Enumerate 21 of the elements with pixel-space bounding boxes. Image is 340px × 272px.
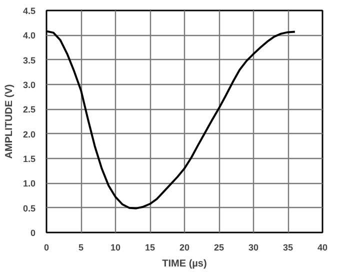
y-tick-label: 0 — [30, 228, 36, 238]
y-tick-label: 2.5 — [22, 104, 36, 115]
x-tick-label: 40 — [317, 242, 328, 252]
y-tick-label: 4.5 — [22, 6, 36, 16]
x-tick-label: 5 — [78, 242, 84, 252]
y-tick-label: 2.0 — [22, 129, 36, 140]
y-tick-label: 1.5 — [22, 154, 36, 164]
y-tick-label: 0.5 — [22, 203, 36, 214]
x-tick-label: 15 — [144, 242, 156, 252]
x-tick-label: 10 — [110, 242, 121, 252]
y-tick-label: 3.5 — [22, 55, 36, 66]
y-tick-label: 4.0 — [22, 30, 36, 41]
x-axis-title: TIME (µs) — [162, 258, 207, 270]
y-tick-label: 3.0 — [22, 80, 36, 90]
y-tick-label: 1.0 — [22, 178, 36, 189]
x-tick-label: 30 — [248, 242, 259, 252]
x-tick-label: 20 — [179, 242, 190, 252]
x-tick-label: 0 — [44, 242, 50, 252]
y-axis-title: AMPLITUDE (V) — [4, 84, 15, 159]
x-tick-label: 35 — [282, 242, 294, 252]
x-tick-label: 25 — [214, 242, 224, 252]
